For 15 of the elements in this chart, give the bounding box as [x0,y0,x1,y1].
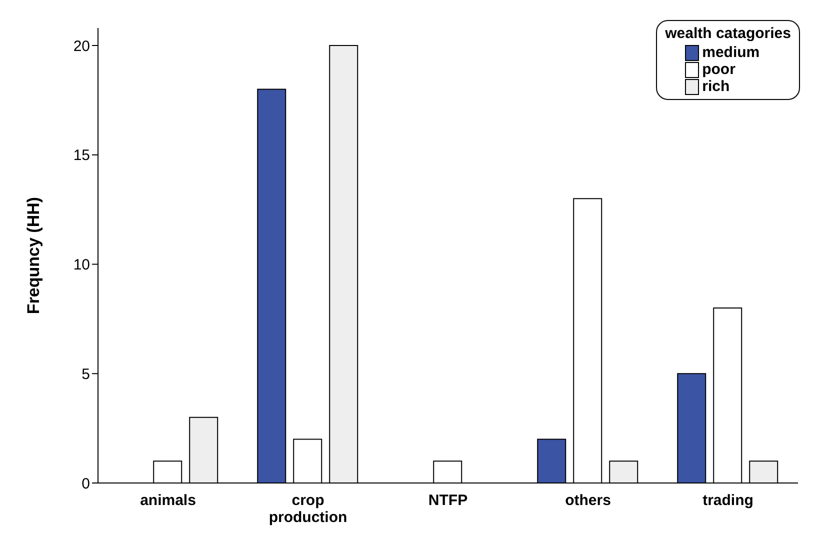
x-tick-label: animals [140,492,196,509]
legend-label: medium [702,44,760,61]
y-tick-label: 5 [82,366,90,383]
y-axis-title: Frequncy (HH) [24,196,44,314]
legend-label: rich [702,78,730,95]
legend-title: wealth catagories [665,25,791,42]
x-tick-label: trading [702,492,754,509]
y-tick-label: 15 [73,147,90,164]
legend-label: poor [702,61,736,78]
y-tick-label: 20 [73,38,90,55]
x-tick-label: crop production [268,492,348,526]
y-tick-label: 10 [73,256,90,274]
x-tick-label: others [565,492,611,509]
x-tick-label: NTFP [428,492,468,509]
y-tick-label: 0 [82,475,90,492]
